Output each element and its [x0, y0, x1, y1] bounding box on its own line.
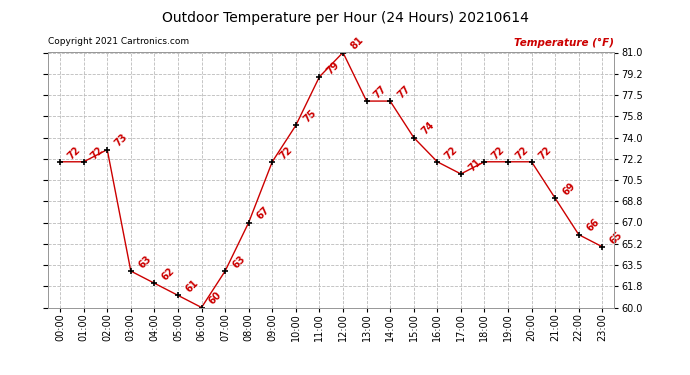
- Text: 75: 75: [302, 108, 318, 124]
- Text: 72: 72: [66, 144, 82, 161]
- Text: 73: 73: [112, 132, 130, 149]
- Text: 60: 60: [207, 290, 224, 307]
- Text: 71: 71: [466, 156, 483, 173]
- Text: 74: 74: [420, 120, 436, 137]
- Text: 66: 66: [584, 217, 601, 234]
- Text: 79: 79: [325, 59, 342, 76]
- Text: 62: 62: [160, 266, 177, 282]
- Text: 72: 72: [278, 144, 295, 161]
- Text: 81: 81: [348, 35, 365, 52]
- Text: 77: 77: [395, 84, 413, 100]
- Text: Temperature (°F): Temperature (°F): [514, 38, 614, 48]
- Text: 63: 63: [230, 254, 247, 270]
- Text: 69: 69: [561, 181, 578, 197]
- Text: Outdoor Temperature per Hour (24 Hours) 20210614: Outdoor Temperature per Hour (24 Hours) …: [161, 11, 529, 25]
- Text: 77: 77: [372, 84, 388, 100]
- Text: 72: 72: [443, 144, 460, 161]
- Text: 72: 72: [513, 144, 530, 161]
- Text: 72: 72: [89, 144, 106, 161]
- Text: Copyright 2021 Cartronics.com: Copyright 2021 Cartronics.com: [48, 38, 190, 46]
- Text: 63: 63: [137, 254, 153, 270]
- Text: 61: 61: [184, 278, 200, 295]
- Text: 72: 72: [490, 144, 506, 161]
- Text: 72: 72: [537, 144, 554, 161]
- Text: 65: 65: [608, 230, 624, 246]
- Text: 67: 67: [254, 205, 271, 222]
